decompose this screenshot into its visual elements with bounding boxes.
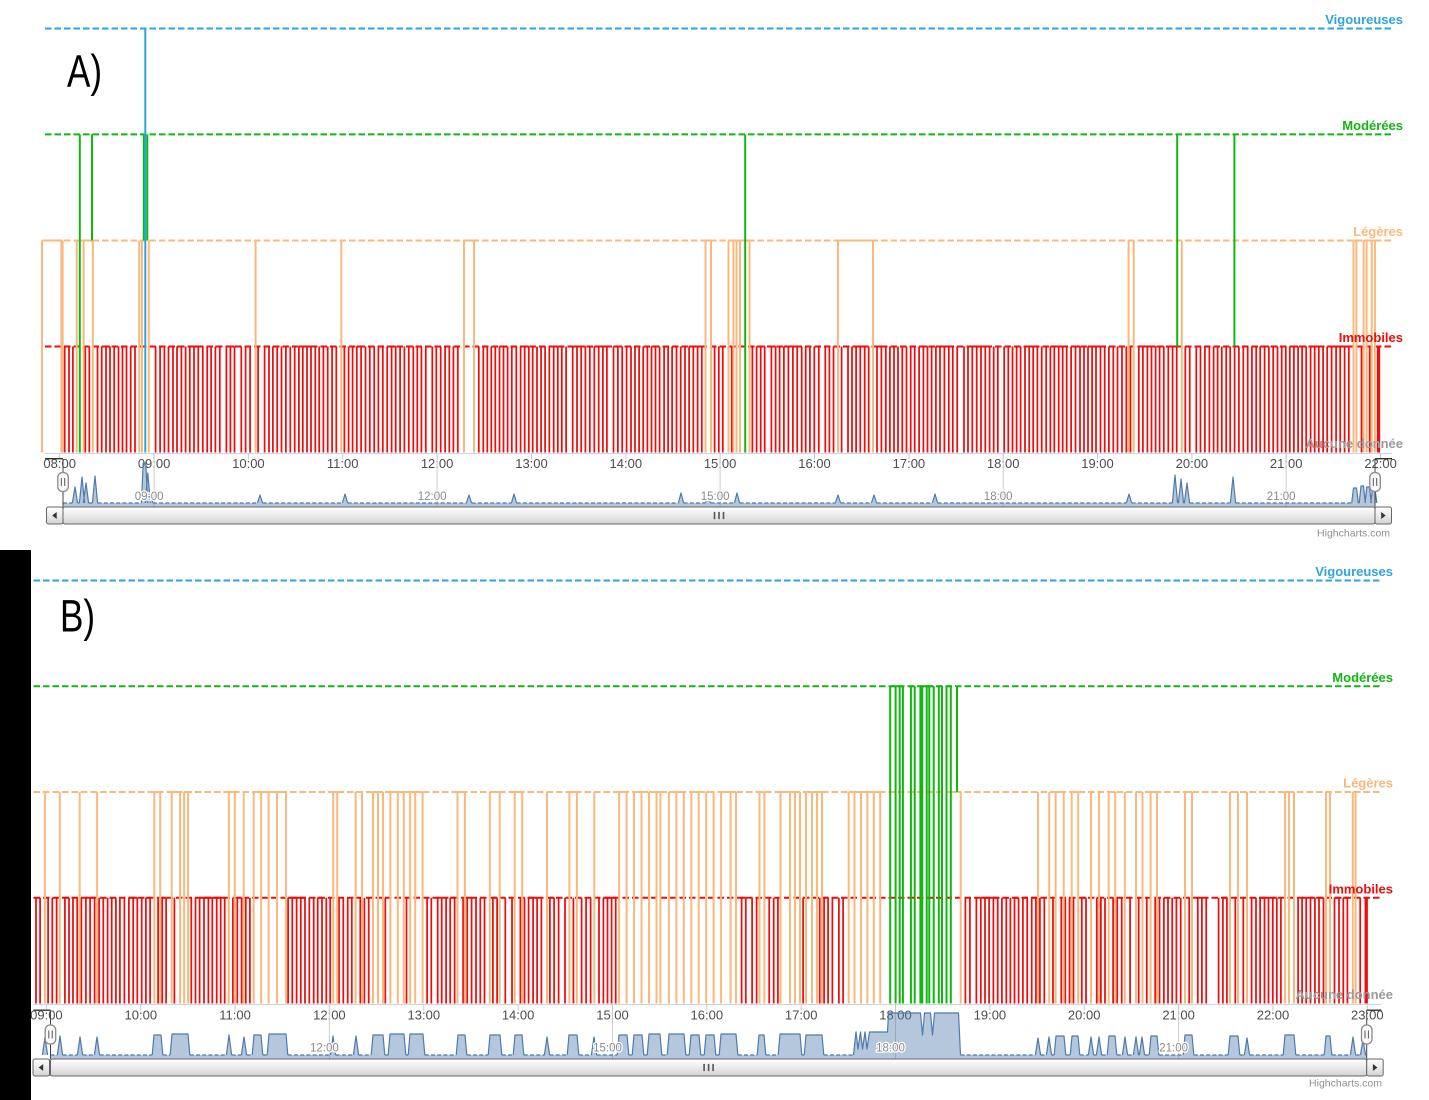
svg-text:Immobiles: Immobiles: [1339, 330, 1403, 345]
svg-text:20:00: 20:00: [1068, 1008, 1101, 1023]
svg-text:19:00: 19:00: [974, 1008, 1007, 1023]
svg-text:22:00: 22:00: [1364, 456, 1397, 471]
svg-text:10:00: 10:00: [125, 1008, 158, 1023]
svg-text:08:00: 08:00: [43, 456, 76, 471]
svg-text:23:00: 23:00: [1351, 1008, 1384, 1023]
svg-text:Légères: Légères: [1353, 224, 1403, 239]
svg-text:16:00: 16:00: [798, 456, 831, 471]
svg-text:17:00: 17:00: [893, 456, 926, 471]
svg-text:14:00: 14:00: [610, 456, 643, 471]
svg-text:Légères: Légères: [1343, 776, 1393, 791]
svg-text:22:00: 22:00: [1257, 1008, 1290, 1023]
svg-text:09:00: 09:00: [135, 491, 164, 503]
svg-text:17:00: 17:00: [785, 1008, 818, 1023]
svg-text:10:00: 10:00: [232, 456, 265, 471]
svg-text:14:00: 14:00: [502, 1008, 535, 1023]
svg-text:20:00: 20:00: [1176, 456, 1209, 471]
svg-text:Highcharts.com: Highcharts.com: [1309, 1078, 1382, 1090]
svg-text:19:00: 19:00: [1081, 456, 1114, 471]
svg-text:15:00: 15:00: [593, 1043, 622, 1055]
svg-text:Modérées: Modérées: [1342, 118, 1403, 133]
svg-text:Vigoureuses: Vigoureuses: [1325, 12, 1403, 27]
svg-text:A): A): [67, 45, 102, 96]
svg-text:Modérées: Modérées: [1332, 670, 1393, 685]
svg-text:Immobiles: Immobiles: [1329, 881, 1393, 896]
svg-text:12:00: 12:00: [310, 1043, 339, 1055]
svg-text:18:00: 18:00: [984, 491, 1013, 503]
svg-text:12:00: 12:00: [418, 491, 447, 503]
svg-text:13:00: 13:00: [408, 1008, 441, 1023]
svg-text:13:00: 13:00: [515, 456, 548, 471]
svg-text:Highcharts.com: Highcharts.com: [1317, 528, 1390, 540]
svg-text:Aucune donnée: Aucune donnée: [1295, 987, 1393, 1002]
svg-text:B): B): [60, 590, 95, 641]
svg-text:Vigoureuses: Vigoureuses: [1315, 564, 1393, 579]
svg-text:Aucune donnée: Aucune donnée: [1305, 436, 1403, 451]
svg-text:09:00: 09:00: [30, 1008, 63, 1023]
svg-text:16:00: 16:00: [691, 1008, 724, 1023]
svg-text:11:00: 11:00: [327, 456, 359, 471]
svg-text:21:00: 21:00: [1159, 1043, 1188, 1055]
svg-text:11:00: 11:00: [219, 1008, 251, 1023]
svg-text:18:00: 18:00: [876, 1043, 905, 1055]
svg-text:15:00: 15:00: [701, 491, 730, 503]
svg-text:21:00: 21:00: [1267, 491, 1296, 503]
